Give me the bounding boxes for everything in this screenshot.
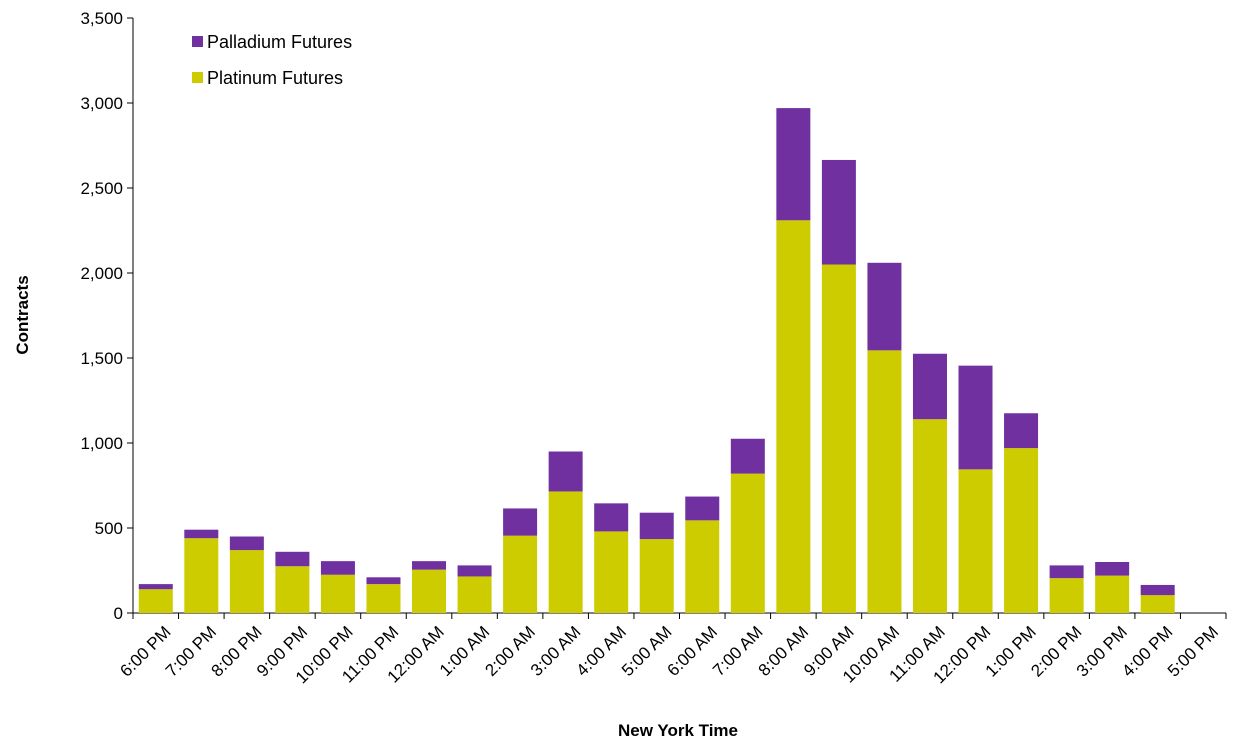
y-tick-label: 1,000 — [80, 434, 123, 453]
bar-platinum-futures — [912, 419, 947, 613]
bar-platinum-futures — [320, 574, 355, 613]
legend-swatch — [192, 72, 203, 83]
y-tick-label: 3,500 — [80, 9, 123, 28]
bar-platinum-futures — [229, 550, 264, 613]
bar-platinum-futures — [821, 264, 856, 613]
bar-palladium-futures — [548, 451, 583, 492]
bar-palladium-futures — [730, 438, 765, 474]
bar-platinum-futures — [503, 535, 538, 613]
bar-platinum-futures — [776, 220, 811, 614]
bar-palladium-futures — [776, 108, 811, 221]
bar-platinum-futures — [685, 520, 720, 613]
bar-palladium-futures — [1140, 584, 1175, 596]
bar-palladium-futures — [867, 262, 902, 351]
bar-palladium-futures — [366, 577, 401, 585]
bar-platinum-futures — [1140, 595, 1175, 613]
bar-palladium-futures — [229, 536, 264, 551]
bar-platinum-futures — [275, 566, 310, 613]
bar-palladium-futures — [1004, 413, 1039, 449]
bar-platinum-futures — [639, 539, 674, 613]
bar-palladium-futures — [685, 496, 720, 521]
bar-platinum-futures — [1095, 575, 1130, 613]
x-tick-label: 1:00 AM — [436, 622, 494, 680]
bar-palladium-futures — [1049, 565, 1084, 579]
legend: Palladium Futures Platinum Futures — [192, 32, 352, 88]
bar-platinum-futures — [366, 584, 401, 613]
x-tick-label: 5:00 AM — [618, 622, 676, 680]
bar-palladium-futures — [821, 159, 856, 265]
bar-platinum-futures — [412, 569, 447, 613]
x-tick-label: 3:00 AM — [527, 622, 585, 680]
bar-palladium-futures — [138, 584, 173, 590]
bar-palladium-futures — [412, 561, 447, 570]
bar-platinum-futures — [548, 491, 583, 613]
bar-palladium-futures — [457, 565, 492, 577]
bar-palladium-futures — [639, 512, 674, 540]
y-tick-label: 1,500 — [80, 349, 123, 368]
legend-swatch — [192, 36, 203, 47]
y-tick-label: 3,000 — [80, 94, 123, 113]
bar-palladium-futures — [1095, 562, 1130, 576]
bars — [138, 108, 1175, 614]
bar-platinum-futures — [184, 538, 219, 613]
y-tick-label: 500 — [95, 519, 123, 538]
bar-palladium-futures — [320, 561, 355, 575]
bar-platinum-futures — [457, 576, 492, 613]
legend-label: Palladium Futures — [207, 32, 352, 52]
x-tick-label: 4:00 AM — [572, 622, 630, 680]
x-axis-title: New York Time — [618, 721, 738, 740]
y-axis-title: Contracts — [13, 275, 32, 354]
x-tick-label: 7:00 AM — [709, 622, 767, 680]
bar-palladium-futures — [912, 353, 947, 420]
bar-palladium-futures — [594, 503, 629, 532]
x-tick-label: 8:00 AM — [755, 622, 813, 680]
bar-platinum-futures — [1004, 448, 1039, 613]
bar-platinum-futures — [138, 589, 173, 613]
y-axis: 0 500 1,000 1,500 2,000 2,500 3,000 3,500 — [80, 9, 134, 623]
y-tick-label: 2,000 — [80, 264, 123, 283]
legend-label: Platinum Futures — [207, 68, 343, 88]
bar-palladium-futures — [275, 551, 310, 567]
x-tick-label: 2:00 AM — [481, 622, 539, 680]
x-tick-label: 6:00 AM — [664, 622, 722, 680]
bar-platinum-futures — [594, 531, 629, 613]
bar-platinum-futures — [958, 469, 993, 613]
bar-platinum-futures — [867, 350, 902, 613]
y-tick-label: 0 — [114, 604, 123, 623]
y-tick-label: 2,500 — [80, 179, 123, 198]
bar-palladium-futures — [184, 529, 219, 539]
bar-platinum-futures — [730, 473, 765, 613]
bar-palladium-futures — [503, 508, 538, 536]
x-tick-label: 5:00 PM — [1164, 622, 1222, 680]
bar-platinum-futures — [1049, 578, 1084, 613]
bar-palladium-futures — [958, 365, 993, 470]
